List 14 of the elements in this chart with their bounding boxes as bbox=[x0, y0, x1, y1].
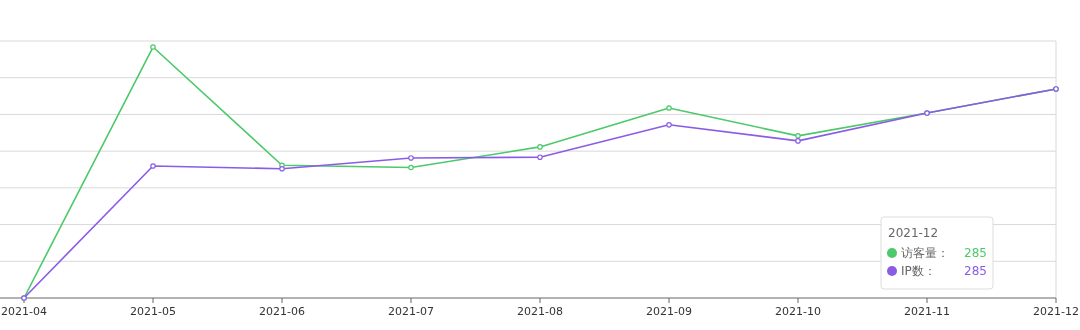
x-tick-label: 2021-07 bbox=[388, 305, 434, 318]
x-tick-label: 2021-05 bbox=[130, 305, 176, 318]
x-tick-label: 2021-08 bbox=[517, 305, 563, 318]
x-tick-label: 2021-04 bbox=[1, 305, 47, 318]
legend-label: 访客量： bbox=[901, 246, 949, 260]
annotation: 285 bbox=[964, 264, 987, 278]
legend-label: IP数： bbox=[901, 264, 936, 278]
x-tick-label: 2021-11 bbox=[904, 305, 950, 318]
annotation: 285 bbox=[964, 246, 987, 260]
x-tick-label: 2021-06 bbox=[259, 305, 305, 318]
legend-title: 2021-12 bbox=[888, 226, 939, 240]
x-tick-label: 2021-12 bbox=[1033, 305, 1079, 318]
x-tick-label: 2021-09 bbox=[646, 305, 692, 318]
x-tick-label: 2021-10 bbox=[775, 305, 821, 318]
